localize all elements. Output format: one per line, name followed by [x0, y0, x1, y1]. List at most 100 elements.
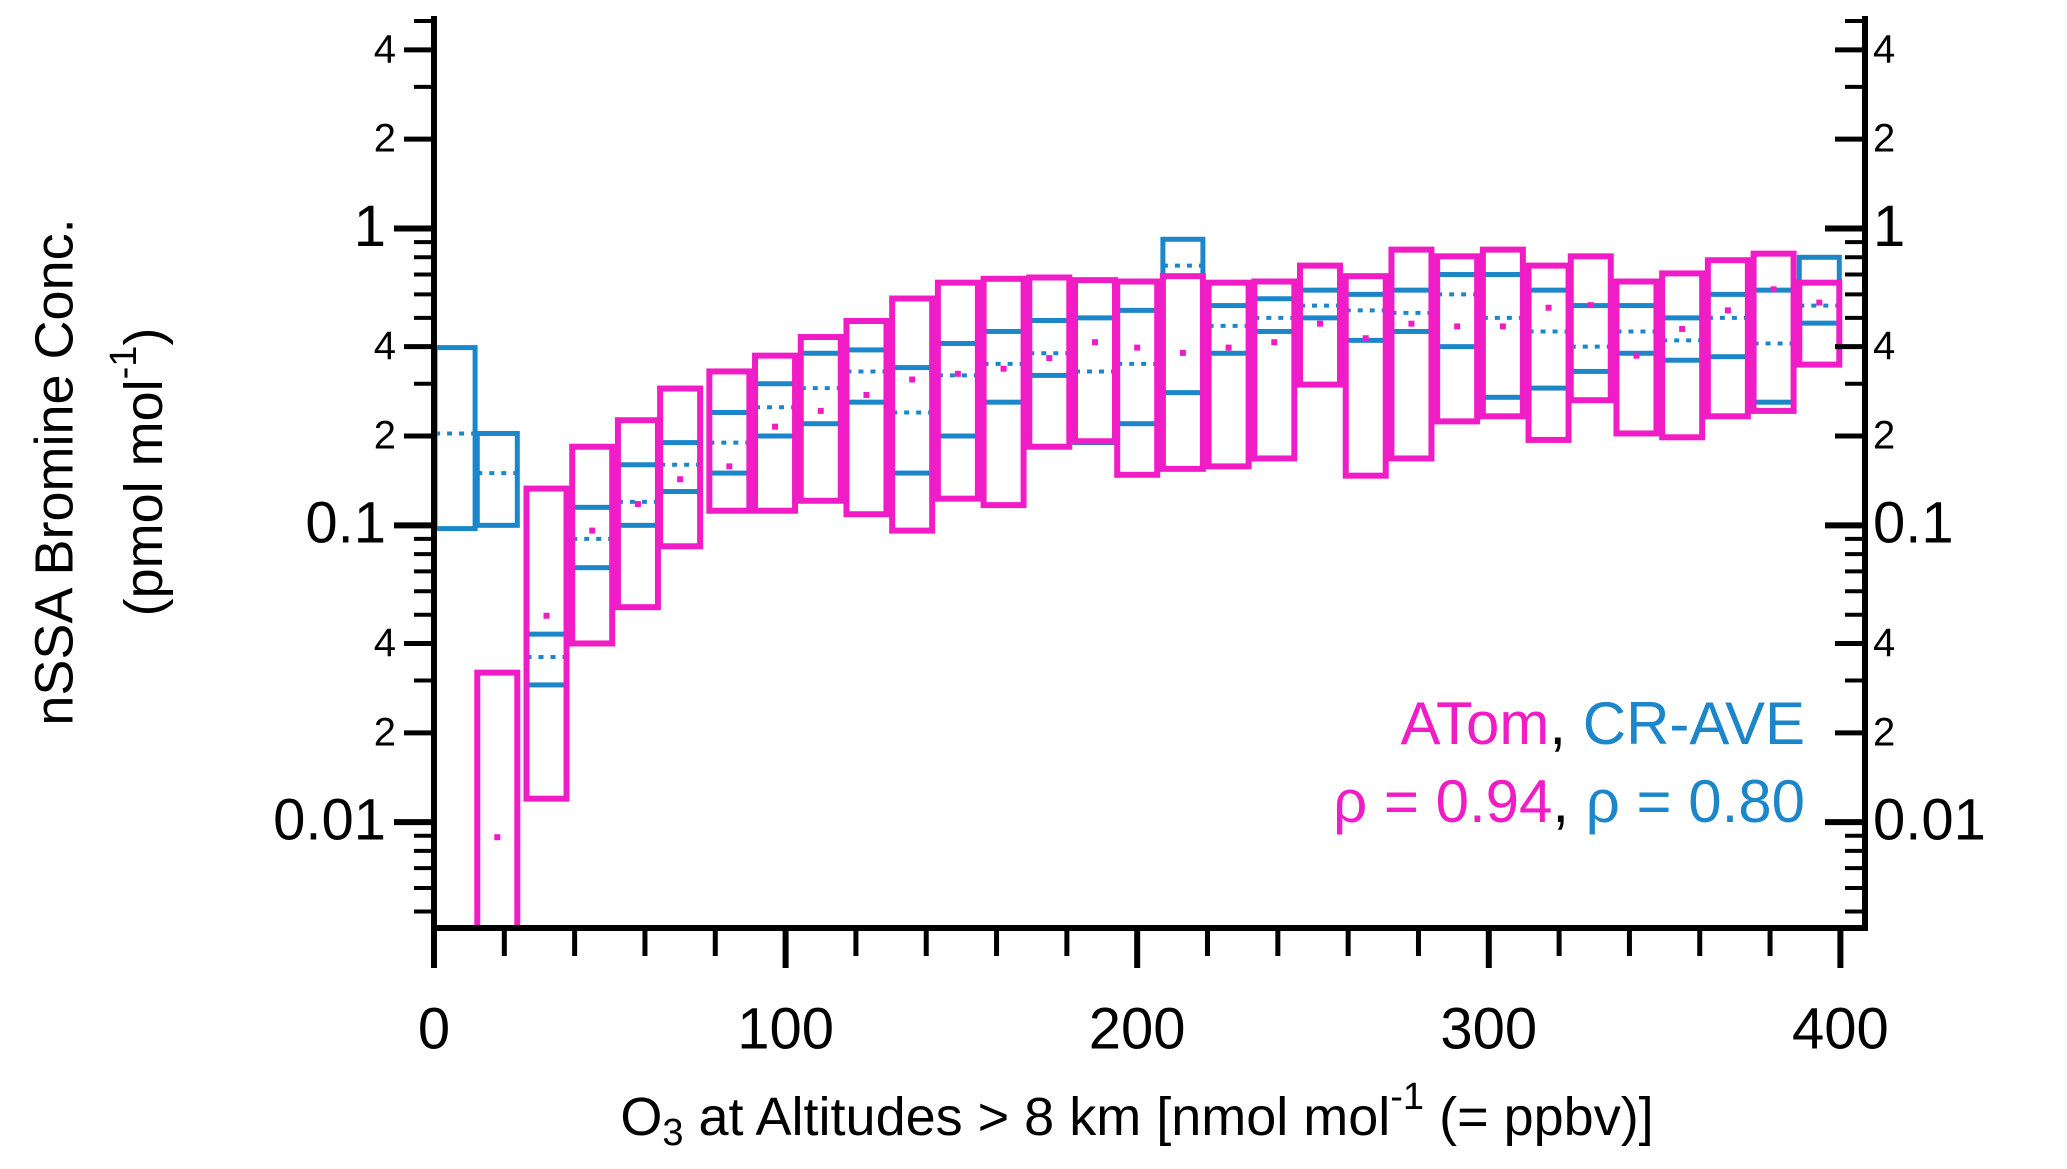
x-label-part: O — [620, 1087, 662, 1147]
box — [1567, 253, 1614, 404]
x-tick-label: 300 — [1440, 996, 1537, 1061]
y-tick-label: 0.1 — [305, 491, 386, 556]
box — [843, 318, 890, 518]
correlation-annotation: ρ = 0.94, ρ = 0.80 — [1333, 768, 1805, 835]
box — [474, 669, 521, 928]
box — [1434, 253, 1481, 425]
median-marker — [1587, 302, 1594, 309]
box — [980, 275, 1027, 509]
legend-separator: , — [1549, 690, 1566, 757]
box — [657, 385, 704, 550]
x-label-superscript: -1 — [1390, 1076, 1424, 1118]
box — [1072, 277, 1119, 445]
y-tick-label: 1 — [354, 194, 386, 259]
x-tick-label: 0 — [418, 996, 450, 1061]
box — [1796, 279, 1843, 368]
median-marker — [954, 370, 961, 377]
box — [1479, 246, 1526, 420]
median-marker — [863, 391, 870, 398]
y-label-superscript: -1 — [103, 346, 145, 380]
median-marker — [1724, 307, 1731, 314]
median-marker — [772, 423, 779, 430]
y-tick-label: 0.01 — [273, 787, 386, 852]
box — [1796, 254, 1842, 326]
box — [1434, 272, 1480, 350]
x-tick-label: 100 — [737, 996, 834, 1061]
median-marker — [1816, 299, 1823, 306]
annotation: ρ = 0.94 — [1333, 768, 1552, 835]
y-tick-label: 4 — [374, 621, 396, 665]
box — [752, 352, 799, 514]
box — [1297, 262, 1344, 388]
y-tick-label: 2 — [374, 117, 396, 161]
y-tick-label: 4 — [374, 27, 396, 71]
box — [1613, 278, 1660, 437]
box — [1751, 287, 1797, 405]
y2-tick-label: 0.01 — [1873, 787, 1986, 852]
median-marker — [543, 612, 550, 619]
median-marker — [1362, 335, 1369, 342]
median-marker — [1134, 344, 1141, 351]
box — [1114, 307, 1160, 427]
median-marker — [1770, 286, 1777, 293]
box — [1568, 303, 1614, 374]
y-axis-label: (pmol mol-1) — [103, 328, 174, 617]
box — [657, 440, 703, 495]
y-tick-label: 2 — [374, 414, 396, 458]
box — [1251, 278, 1298, 462]
box — [1659, 270, 1706, 441]
axes: 0.01 0.01 2 2 4 4 0.1 0.1 2 2 4 4 1 1 2 2 4 4 0 100 200 300 40… — [273, 16, 1986, 1061]
annotation: ρ = 0.80 — [1586, 768, 1805, 835]
median-marker — [1545, 304, 1552, 311]
box — [1388, 246, 1435, 462]
box — [1160, 236, 1206, 396]
box — [1659, 315, 1705, 363]
median-marker — [909, 376, 916, 383]
box — [797, 334, 844, 504]
median-marker — [1271, 339, 1278, 346]
box — [1159, 273, 1206, 472]
median-marker — [494, 834, 501, 841]
box — [1026, 317, 1072, 378]
y2-tick-label: 2 — [1873, 414, 1895, 458]
median-marker — [1179, 349, 1186, 356]
box — [1480, 272, 1526, 400]
median-marker — [1000, 365, 1007, 372]
box — [1072, 315, 1118, 446]
box — [1297, 287, 1343, 321]
box — [1114, 278, 1161, 478]
box — [1750, 250, 1797, 414]
median-marker — [1679, 325, 1686, 332]
y2-tick-label: 2 — [1873, 710, 1895, 754]
box — [1705, 291, 1751, 360]
median-marker — [1317, 320, 1324, 327]
y2-tick-label: 4 — [1873, 27, 1895, 71]
y-axis-label: nSSA Bromine Conc. — [24, 218, 84, 725]
median-marker — [1046, 355, 1053, 362]
median-marker — [1633, 352, 1640, 359]
box — [1704, 257, 1751, 420]
box — [524, 631, 570, 688]
median-marker — [1454, 323, 1461, 330]
x-label-part: at Altitudes > 8 km [nmol mol — [683, 1087, 1390, 1147]
box — [934, 279, 981, 502]
y2-tick-label: 0.1 — [1873, 491, 1954, 556]
box — [1343, 291, 1389, 343]
box — [889, 365, 935, 476]
median-marker — [1408, 320, 1415, 327]
median-marker — [1499, 323, 1506, 330]
median-marker — [817, 407, 824, 414]
box — [569, 504, 615, 571]
median-marker — [726, 463, 733, 470]
legend-entry: CR-AVE — [1583, 690, 1805, 757]
legend-entry: ATom — [1400, 690, 1549, 757]
median-marker — [1092, 339, 1099, 346]
box — [569, 443, 616, 647]
median-marker — [677, 476, 684, 483]
box — [614, 417, 661, 611]
y-tick-label: 4 — [374, 324, 396, 368]
x-tick-label: 200 — [1089, 996, 1186, 1061]
y-label-part: (pmol mol — [114, 379, 174, 616]
x-label-part: (= ppbv)] — [1424, 1087, 1654, 1147]
